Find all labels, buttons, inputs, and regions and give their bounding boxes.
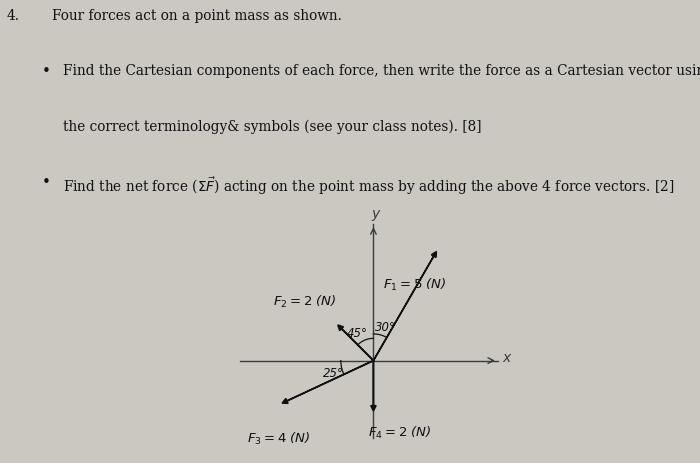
FancyArrow shape <box>371 361 376 411</box>
Text: Four forces act on a point mass as shown.: Four forces act on a point mass as shown… <box>52 8 342 23</box>
Text: $F_2 = 2$ (N): $F_2 = 2$ (N) <box>274 294 337 310</box>
Text: •: • <box>42 64 51 79</box>
Text: Find the net force ($\Sigma\vec{F}$) acting on the point mass by adding the abov: Find the net force ($\Sigma\vec{F}$) act… <box>63 175 674 196</box>
Text: the correct terminology& symbols (see your class notes). [8]: the correct terminology& symbols (see yo… <box>63 119 482 134</box>
Text: $F_3 = 4$ (N): $F_3 = 4$ (N) <box>247 430 310 446</box>
Text: Find the Cartesian components of each force, then write the force as a Cartesian: Find the Cartesian components of each fo… <box>63 64 700 78</box>
Text: 25°: 25° <box>323 366 344 379</box>
Text: 45°: 45° <box>346 326 368 339</box>
Text: 4.: 4. <box>7 8 20 23</box>
FancyArrow shape <box>338 325 374 361</box>
Text: x: x <box>503 350 510 364</box>
FancyArrow shape <box>282 361 374 403</box>
Text: $F_4 = 2$ (N): $F_4 = 2$ (N) <box>368 424 432 440</box>
Text: •: • <box>42 175 51 190</box>
Text: 30°: 30° <box>374 320 395 333</box>
Text: $F_1 = 5$ (N): $F_1 = 5$ (N) <box>383 276 447 292</box>
FancyArrow shape <box>373 252 436 361</box>
Text: y: y <box>372 206 380 220</box>
